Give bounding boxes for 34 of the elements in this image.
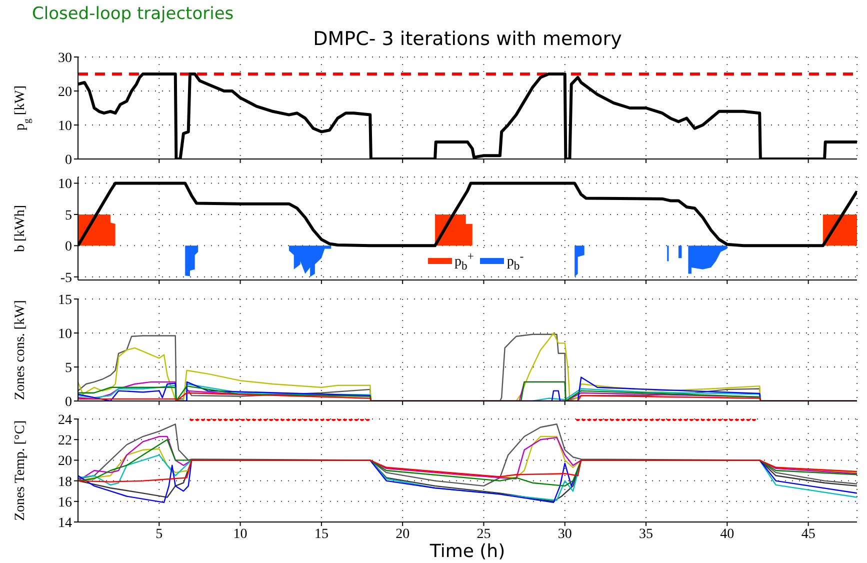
y-axis-title: Zones Temp. [°C] <box>13 420 28 521</box>
y-tick-label: 10 <box>58 177 72 192</box>
y-tick-label: 24 <box>58 412 72 428</box>
y-tick-label: 0 <box>65 394 72 410</box>
x-tick-label: 15 <box>314 526 328 542</box>
chart-title: DMPC- 3 iterations with memory <box>312 28 623 50</box>
y-axis-title: b [kWh] <box>13 204 28 252</box>
y-tick-label: 22 <box>58 434 72 449</box>
y-tick-label: 10 <box>58 118 72 134</box>
y-tick-label: 20 <box>58 454 72 470</box>
y-tick-label: 5 <box>65 208 72 224</box>
y-tick-label: 14 <box>58 516 72 531</box>
x-tick-label: 10 <box>233 526 248 542</box>
x-tick-label: 35 <box>639 526 654 542</box>
y-tick-label: 30 <box>58 50 72 66</box>
x-tick-label: 30 <box>558 526 572 542</box>
y-tick-label: 18 <box>58 474 72 490</box>
y-tick-label: 16 <box>58 495 72 510</box>
y-tick-label: -5 <box>60 270 72 286</box>
y-tick-label: 5 <box>65 360 72 376</box>
y-tick-label: 10 <box>58 326 72 342</box>
x-tick-label: 40 <box>720 526 734 542</box>
x-axis-title: Time (h) <box>428 541 506 562</box>
x-tick-label: 25 <box>476 526 491 542</box>
line-series <box>78 460 857 482</box>
x-tick-label: 5 <box>156 526 163 542</box>
y-axis-title: Zones cons. [kW] <box>13 300 28 400</box>
y-tick-label: 20 <box>58 84 72 100</box>
y-tick-label: 0 <box>65 152 72 168</box>
x-tick-label: 45 <box>801 526 816 542</box>
text: Closed-loop trajectories <box>32 4 234 24</box>
y-tick-label: 15 <box>58 292 72 308</box>
x-tick-label: 20 <box>396 526 410 542</box>
y-tick-label: 0 <box>65 240 72 255</box>
